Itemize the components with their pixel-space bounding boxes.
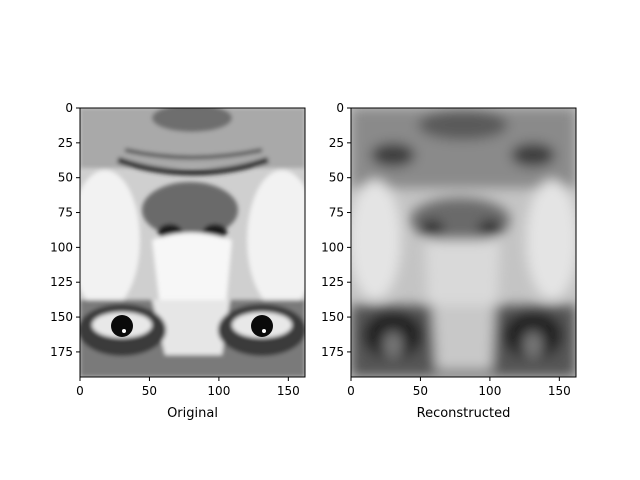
reconstructed-axes: 0 50 100 150 0 25 50 75 100 125 150 175 Reconstruc…: [321, 101, 577, 421]
reconstructed-x-ticks: 0 50 100 150: [347, 377, 571, 398]
reconstructed-x-tick-label: 50: [413, 384, 428, 398]
reconstructed-x-tick-label: 0: [347, 384, 355, 398]
original-x-tick-label: 100: [207, 384, 230, 398]
reconstructed-y-tick-label: 0: [336, 101, 344, 115]
reconstructed-y-tick-label: 75: [329, 206, 344, 220]
original-y-tick-label: 175: [50, 345, 73, 359]
reconstructed-y-ticks: 0 25 50 75 100 125 150 175: [321, 101, 351, 359]
original-y-tick-label: 25: [58, 136, 73, 150]
reconstructed-xlabel: Reconstructed: [417, 406, 511, 421]
original-x-ticks: 0 50 100 150: [76, 377, 300, 398]
reconstructed-y-tick-label: 175: [321, 345, 344, 359]
reconstructed-x-tick-label: 100: [478, 384, 501, 398]
original-y-tick-label: 0: [65, 101, 73, 115]
original-x-tick-label: 0: [76, 384, 84, 398]
original-x-tick-label: 150: [277, 384, 300, 398]
reconstructed-y-tick-label: 125: [321, 275, 344, 289]
reconstructed-x-tick-label: 150: [548, 384, 571, 398]
original-y-tick-label: 125: [50, 275, 73, 289]
original-y-tick-label: 50: [58, 171, 73, 185]
original-y-tick-label: 75: [58, 206, 73, 220]
original-axes: 0 50 100 150 0 25 50 75 100 125 150 175 Original: [50, 101, 306, 421]
original-y-tick-label: 100: [50, 240, 73, 254]
reconstructed-y-tick-label: 50: [329, 171, 344, 185]
original-y-ticks: 0 25 50 75 100 125 150 175: [50, 101, 80, 359]
reconstructed-image: [351, 108, 576, 377]
reconstructed-y-tick-label: 150: [321, 310, 344, 324]
original-image: [80, 108, 305, 377]
original-x-tick-label: 50: [142, 384, 157, 398]
original-xlabel: Original: [167, 406, 218, 421]
reconstructed-y-tick-label: 100: [321, 240, 344, 254]
reconstructed-y-tick-label: 25: [329, 136, 344, 150]
original-y-tick-label: 150: [50, 310, 73, 324]
